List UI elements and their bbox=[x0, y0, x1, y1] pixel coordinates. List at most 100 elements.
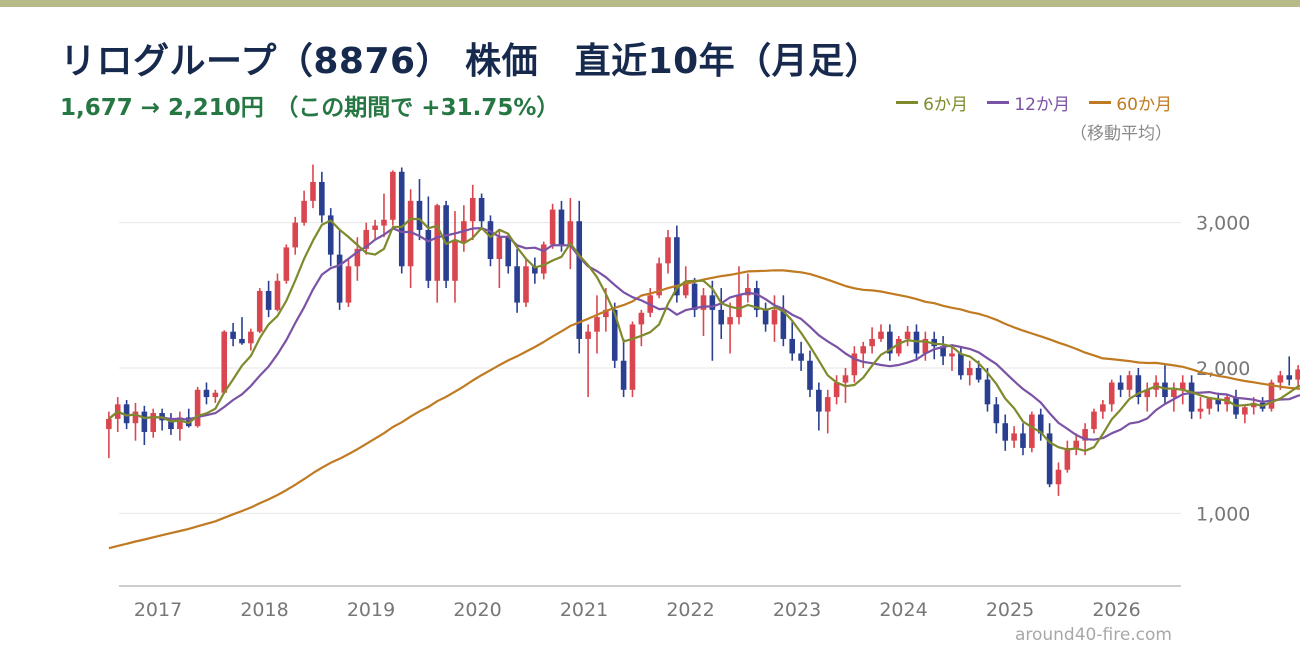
candle-body bbox=[292, 222, 299, 248]
candle-body bbox=[123, 404, 130, 424]
x-tick-label-2017: 2017 bbox=[134, 599, 182, 621]
candle-body bbox=[434, 205, 441, 281]
candle-body bbox=[656, 263, 662, 296]
x-tick-label-2018: 2018 bbox=[240, 599, 288, 621]
legend-swatch-6m bbox=[896, 101, 919, 104]
legend-swatch-60m bbox=[1089, 101, 1112, 104]
legend-note: （移動平均） bbox=[1070, 124, 1172, 144]
candle-body bbox=[949, 353, 955, 357]
candle-body bbox=[407, 200, 414, 267]
candle-body bbox=[514, 266, 520, 303]
chart-title: リログループ（8876） 株価 直近10年（月足） bbox=[60, 41, 882, 82]
candle-body bbox=[1268, 382, 1275, 409]
candle-body bbox=[150, 413, 157, 432]
legend-label-12m: 12か月 bbox=[1014, 95, 1070, 115]
candle-body bbox=[700, 295, 707, 310]
x-tick-label-2025: 2025 bbox=[986, 599, 1034, 621]
candle-body bbox=[1206, 398, 1213, 409]
candle-body bbox=[975, 368, 982, 380]
candle-body bbox=[390, 171, 396, 220]
candle-body bbox=[540, 244, 547, 274]
candle-body bbox=[1295, 369, 1300, 380]
candle-body bbox=[940, 346, 946, 357]
candle-body bbox=[833, 382, 840, 398]
candle-body bbox=[984, 379, 991, 405]
candle-body bbox=[1073, 440, 1080, 448]
ma-12-line bbox=[108, 227, 1300, 441]
candle-body bbox=[576, 221, 583, 339]
candle-body bbox=[966, 368, 973, 376]
candle-body bbox=[1242, 407, 1248, 415]
candle-body bbox=[469, 197, 476, 222]
candle-body bbox=[106, 418, 112, 430]
candle-body bbox=[381, 219, 387, 226]
candle-body bbox=[1100, 404, 1106, 412]
candle-body bbox=[958, 353, 964, 376]
candle-body bbox=[496, 237, 503, 259]
candle-body bbox=[532, 266, 538, 274]
candle-body bbox=[1091, 411, 1097, 430]
candle-body bbox=[345, 266, 352, 303]
candle-body bbox=[824, 397, 831, 412]
candle-body bbox=[762, 309, 769, 325]
candle-body bbox=[816, 389, 822, 412]
candle-body bbox=[354, 248, 361, 267]
candle-body bbox=[1126, 375, 1133, 390]
candle-body bbox=[603, 309, 609, 318]
candle-body bbox=[283, 247, 290, 281]
candle-body bbox=[887, 331, 893, 354]
candle-body bbox=[549, 209, 556, 245]
candle-body bbox=[1082, 429, 1088, 441]
legend: 6か月 12か月 60か月 bbox=[882, 89, 1172, 115]
candle-body bbox=[1179, 382, 1186, 390]
legend-item-60m: 60か月 bbox=[1089, 90, 1172, 115]
candle-body bbox=[807, 360, 813, 390]
candle-body bbox=[168, 420, 174, 430]
candle-body bbox=[1215, 398, 1222, 405]
candle-body bbox=[310, 181, 316, 201]
candle-body bbox=[523, 266, 529, 303]
candle-body bbox=[718, 309, 725, 325]
candle-body bbox=[736, 295, 742, 318]
candle-body bbox=[709, 295, 716, 310]
legend-item-12m: 12か月 bbox=[987, 90, 1070, 115]
candle-body bbox=[1286, 375, 1293, 380]
candle-body bbox=[1046, 433, 1053, 485]
price-change-summary: 1,677 → 2,210円 （この期間で +31.75%） bbox=[60, 95, 560, 121]
candle-body bbox=[487, 221, 494, 259]
candle-body bbox=[682, 283, 689, 296]
candle-body bbox=[558, 209, 565, 245]
candle-body bbox=[203, 389, 210, 398]
candle-body bbox=[452, 241, 458, 281]
candle-body bbox=[620, 360, 627, 390]
candle-body bbox=[611, 309, 618, 361]
legend-label-6m: 6か月 bbox=[923, 95, 968, 115]
candle-body bbox=[372, 225, 378, 230]
candle-body bbox=[1108, 382, 1115, 405]
candle-body bbox=[1064, 447, 1071, 470]
candle-body bbox=[665, 237, 671, 264]
candle-body bbox=[1135, 375, 1142, 398]
candle-body bbox=[567, 221, 574, 245]
candle-body bbox=[132, 411, 139, 424]
candle-body bbox=[1171, 389, 1177, 398]
candle-body bbox=[789, 338, 796, 354]
candle-body bbox=[416, 200, 423, 230]
candle-body bbox=[1029, 414, 1035, 448]
candle-body bbox=[1197, 408, 1204, 412]
candle-body bbox=[478, 197, 485, 222]
x-tick-label-2019: 2019 bbox=[347, 599, 395, 621]
legend-item-6m: 6か月 bbox=[896, 90, 968, 115]
candle-body bbox=[221, 331, 228, 393]
candle-body bbox=[1162, 382, 1168, 398]
watermark: around40-fire.com bbox=[1014, 625, 1172, 645]
candle-body bbox=[1011, 433, 1017, 441]
candle-body bbox=[425, 229, 432, 281]
candle-body bbox=[771, 309, 778, 325]
candle-body bbox=[674, 237, 680, 296]
candle-body bbox=[505, 237, 512, 267]
candle-body bbox=[336, 254, 343, 303]
ma-60-line bbox=[108, 269, 1300, 550]
candle-body bbox=[851, 353, 858, 376]
x-tick-label-2021: 2021 bbox=[560, 599, 608, 621]
